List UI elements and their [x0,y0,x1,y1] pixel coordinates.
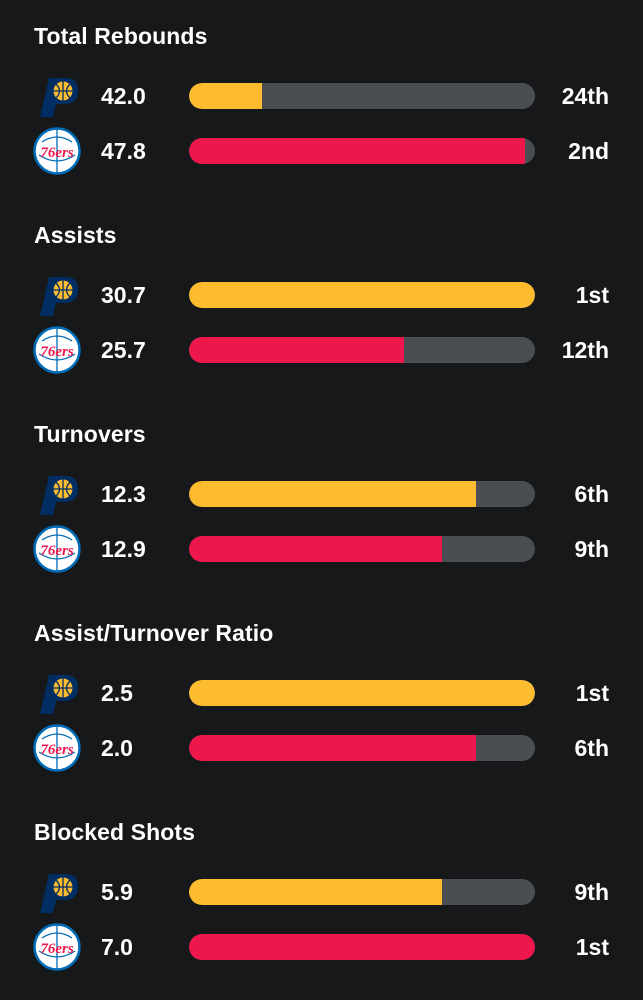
stat-value: 30.7 [101,282,146,308]
stat-bar-fill [189,680,535,706]
svg-text:76ers: 76ers [40,742,73,758]
stat-row-pacers: 42.0 24th [0,72,643,122]
stat-value: 25.7 [101,337,146,363]
stat-bar-fill [189,138,525,164]
league-rank: 9th [574,536,610,562]
76ers-logo-icon: 76ers [33,724,81,772]
stat-row-pacers: 5.9 9th [0,868,643,918]
stat-bar-fill [189,934,535,960]
stat-bar-track [189,879,535,905]
league-rank: 1st [575,680,609,706]
stat-row-76ers: 76ers 12.9 9th [0,525,643,575]
stat-row-pacers: 12.3 6th [0,470,643,520]
section-title: Turnovers [34,421,146,447]
section-title: Total Rebounds [34,23,208,49]
stat-row-pacers: 2.5 1st [0,669,643,719]
stat-value: 5.9 [101,879,133,905]
76ers-logo-icon: 76ers [33,923,81,971]
stat-bar-fill [189,83,262,109]
stat-row-76ers: 76ers 2.0 6th [0,724,643,774]
stat-value: 42.0 [101,83,146,109]
league-rank: 9th [574,879,610,905]
league-rank: 1st [575,934,609,960]
league-rank: 12th [561,337,609,363]
stat-bar-fill [189,735,477,761]
stat-value: 12.3 [101,481,146,507]
stat-bar-track [189,735,535,761]
stat-bar-fill [189,481,477,507]
league-rank: 2nd [568,138,609,164]
stat-bar-fill [189,536,442,562]
stat-bar-track [189,481,535,507]
76ers-logo-icon: 76ers [33,525,81,573]
pacers-logo-icon [33,72,81,120]
stat-bar-track [189,680,535,706]
76ers-logo-icon: 76ers [33,326,81,374]
league-rank: 1st [575,282,609,308]
stat-bar-track [189,282,535,308]
stat-bar-fill [189,337,404,363]
stat-row-pacers: 30.7 1st [0,271,643,321]
stat-bar-track [189,536,535,562]
stat-bar-track [189,337,535,363]
svg-text:76ers: 76ers [40,543,73,559]
svg-text:76ers: 76ers [40,941,73,957]
stat-value: 2.0 [101,735,133,761]
pacers-logo-icon [33,868,81,916]
section-title: Assists [34,222,117,248]
svg-text:76ers: 76ers [40,145,73,161]
section-title: Blocked Shots [34,819,196,845]
stat-bar-fill [189,282,535,308]
stat-bar-track [189,83,535,109]
stat-row-76ers: 76ers 7.0 1st [0,923,643,973]
stat-bar-fill [189,879,442,905]
league-rank: 24th [561,83,609,109]
svg-text:76ers: 76ers [40,344,73,360]
league-rank: 6th [574,735,610,761]
stat-bar-track [189,934,535,960]
league-rank: 6th [574,481,610,507]
stat-value: 47.8 [101,138,146,164]
stat-row-76ers: 76ers 25.7 12th [0,326,643,376]
pacers-logo-icon [33,470,81,518]
stat-value: 12.9 [101,536,146,562]
stat-bar-track [189,138,535,164]
stat-value: 7.0 [101,934,133,960]
stat-row-76ers: 76ers 47.8 2nd [0,127,643,177]
76ers-logo-icon: 76ers [33,127,81,175]
section-title: Assist/Turnover Ratio [34,620,274,646]
stat-value: 2.5 [101,680,133,706]
pacers-logo-icon [33,271,81,319]
pacers-logo-icon [33,669,81,717]
